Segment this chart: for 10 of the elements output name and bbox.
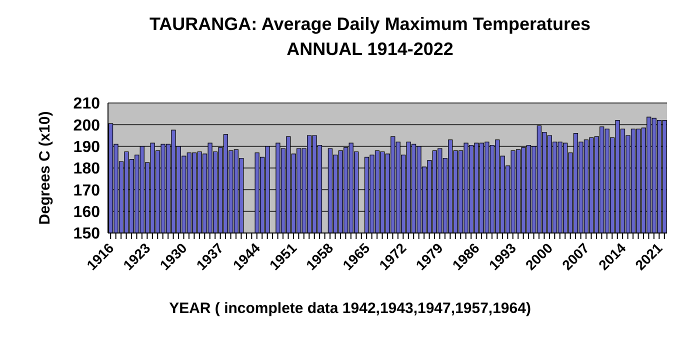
y-axis-title: Degrees C (x10) xyxy=(36,110,54,227)
y-tick-label: 170 xyxy=(73,182,100,200)
y-tick-label: 210 xyxy=(73,96,100,113)
y-tick-label: 180 xyxy=(73,160,100,178)
chart-title: TAURANGA: Average Daily Maximum Temperatures ANNUAL 1914-2022 xyxy=(148,13,592,61)
x-axis-title: YEAR ( incomplete data 1942,1943,1947,1957,1964) xyxy=(168,300,532,317)
y-tick-label: 150 xyxy=(73,226,100,243)
y-tick-label: 200 xyxy=(73,117,100,134)
y-tick-label: 160 xyxy=(73,204,100,222)
y-tick-label: 190 xyxy=(73,139,100,156)
